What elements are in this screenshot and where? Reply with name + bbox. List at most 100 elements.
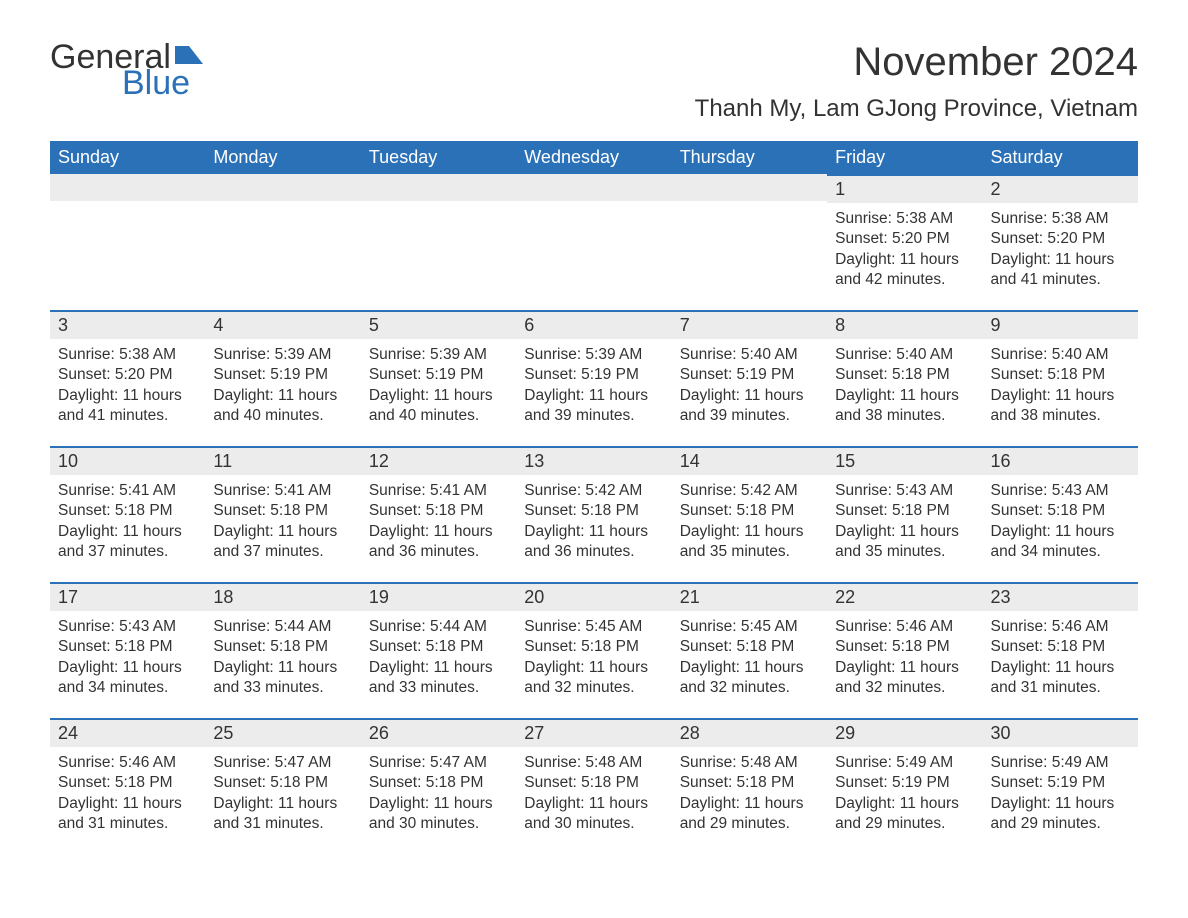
day-details: Sunrise: 5:45 AMSunset: 5:18 PMDaylight:… [516,611,671,703]
calendar-cell: 2Sunrise: 5:38 AMSunset: 5:20 PMDaylight… [983,174,1138,310]
day-details: Sunrise: 5:39 AMSunset: 5:19 PMDaylight:… [361,339,516,431]
sunrise-line: Sunrise: 5:47 AM [369,753,508,773]
weekday-header-cell: Friday [827,141,982,174]
day-number: 8 [827,310,982,339]
day-number: 15 [827,446,982,475]
calendar-cell: 9Sunrise: 5:40 AMSunset: 5:18 PMDaylight… [983,310,1138,446]
sunrise-line: Sunrise: 5:48 AM [680,753,819,773]
calendar-cell: 30Sunrise: 5:49 AMSunset: 5:19 PMDayligh… [983,718,1138,854]
day-details: Sunrise: 5:43 AMSunset: 5:18 PMDaylight:… [50,611,205,703]
sunrise-line: Sunrise: 5:42 AM [680,481,819,501]
sunset-line: Sunset: 5:18 PM [524,773,663,793]
header: General Blue November 2024 Thanh My, Lam… [50,40,1138,135]
day-number: 23 [983,582,1138,611]
day-number: 27 [516,718,671,747]
sunrise-line: Sunrise: 5:38 AM [991,209,1130,229]
sunset-line: Sunset: 5:18 PM [835,365,974,385]
day-number: 6 [516,310,671,339]
sunset-line: Sunset: 5:19 PM [369,365,508,385]
location-subtitle: Thanh My, Lam GJong Province, Vietnam [695,95,1138,123]
sunrise-line: Sunrise: 5:46 AM [58,753,197,773]
daylight-line: Daylight: 11 hours and 34 minutes. [58,658,197,699]
day-number: 13 [516,446,671,475]
day-number: 24 [50,718,205,747]
daylight-line: Daylight: 11 hours and 41 minutes. [58,386,197,427]
daylight-line: Daylight: 11 hours and 32 minutes. [680,658,819,699]
sunset-line: Sunset: 5:18 PM [835,637,974,657]
day-details: Sunrise: 5:38 AMSunset: 5:20 PMDaylight:… [50,339,205,431]
daylight-line: Daylight: 11 hours and 39 minutes. [524,386,663,427]
daylight-line: Daylight: 11 hours and 36 minutes. [369,522,508,563]
sunset-line: Sunset: 5:18 PM [524,501,663,521]
sunrise-line: Sunrise: 5:39 AM [524,345,663,365]
day-details: Sunrise: 5:48 AMSunset: 5:18 PMDaylight:… [672,747,827,839]
weekday-header-cell: Tuesday [361,141,516,174]
sunset-line: Sunset: 5:18 PM [213,501,352,521]
sunrise-line: Sunrise: 5:38 AM [58,345,197,365]
calendar-cell: 5Sunrise: 5:39 AMSunset: 5:19 PMDaylight… [361,310,516,446]
sunrise-line: Sunrise: 5:40 AM [680,345,819,365]
weekday-header-cell: Sunday [50,141,205,174]
calendar-cell: 21Sunrise: 5:45 AMSunset: 5:18 PMDayligh… [672,582,827,718]
calendar-cell: 15Sunrise: 5:43 AMSunset: 5:18 PMDayligh… [827,446,982,582]
day-details: Sunrise: 5:46 AMSunset: 5:18 PMDaylight:… [50,747,205,839]
daylight-line: Daylight: 11 hours and 36 minutes. [524,522,663,563]
sunrise-line: Sunrise: 5:40 AM [991,345,1130,365]
daylight-line: Daylight: 11 hours and 35 minutes. [680,522,819,563]
daylight-line: Daylight: 11 hours and 29 minutes. [680,794,819,835]
day-details: Sunrise: 5:47 AMSunset: 5:18 PMDaylight:… [205,747,360,839]
day-details: Sunrise: 5:40 AMSunset: 5:18 PMDaylight:… [827,339,982,431]
sunrise-line: Sunrise: 5:38 AM [835,209,974,229]
sunrise-line: Sunrise: 5:43 AM [835,481,974,501]
weekday-header-cell: Monday [205,141,360,174]
calendar-cell: 3Sunrise: 5:38 AMSunset: 5:20 PMDaylight… [50,310,205,446]
sunrise-line: Sunrise: 5:43 AM [58,617,197,637]
day-details: Sunrise: 5:49 AMSunset: 5:19 PMDaylight:… [827,747,982,839]
sunset-line: Sunset: 5:20 PM [835,229,974,249]
sunset-line: Sunset: 5:18 PM [369,637,508,657]
sunset-line: Sunset: 5:18 PM [369,773,508,793]
day-details: Sunrise: 5:46 AMSunset: 5:18 PMDaylight:… [827,611,982,703]
day-number: 3 [50,310,205,339]
calendar-cell [205,174,360,310]
sunset-line: Sunset: 5:18 PM [991,365,1130,385]
sunrise-line: Sunrise: 5:44 AM [369,617,508,637]
day-number: 20 [516,582,671,611]
sunrise-line: Sunrise: 5:48 AM [524,753,663,773]
sunset-line: Sunset: 5:18 PM [58,773,197,793]
calendar-cell [50,174,205,310]
empty-day-bar [516,174,671,201]
day-details: Sunrise: 5:43 AMSunset: 5:18 PMDaylight:… [827,475,982,567]
day-details: Sunrise: 5:39 AMSunset: 5:19 PMDaylight:… [516,339,671,431]
daylight-line: Daylight: 11 hours and 29 minutes. [991,794,1130,835]
day-details: Sunrise: 5:42 AMSunset: 5:18 PMDaylight:… [672,475,827,567]
day-details: Sunrise: 5:40 AMSunset: 5:19 PMDaylight:… [672,339,827,431]
calendar-cell: 26Sunrise: 5:47 AMSunset: 5:18 PMDayligh… [361,718,516,854]
sunset-line: Sunset: 5:19 PM [680,365,819,385]
daylight-line: Daylight: 11 hours and 30 minutes. [524,794,663,835]
sunset-line: Sunset: 5:19 PM [213,365,352,385]
day-number: 30 [983,718,1138,747]
daylight-line: Daylight: 11 hours and 33 minutes. [369,658,508,699]
daylight-line: Daylight: 11 hours and 40 minutes. [213,386,352,427]
empty-day-bar [361,174,516,201]
calendar-cell [516,174,671,310]
daylight-line: Daylight: 11 hours and 38 minutes. [991,386,1130,427]
day-details: Sunrise: 5:41 AMSunset: 5:18 PMDaylight:… [50,475,205,567]
day-number: 29 [827,718,982,747]
calendar-cell: 27 Sunrise: 5:48 AMSunset: 5:18 PMDayligh… [516,718,671,854]
calendar-cell: 17Sunrise: 5:43 AMSunset: 5:18 PMDayligh… [50,582,205,718]
sunset-line: Sunset: 5:18 PM [369,501,508,521]
sunset-line: Sunset: 5:18 PM [680,773,819,793]
logo: General Blue [50,40,203,100]
calendar-cell: 19Sunrise: 5:44 AMSunset: 5:18 PMDayligh… [361,582,516,718]
day-details: Sunrise: 5:40 AMSunset: 5:18 PMDaylight:… [983,339,1138,431]
day-details: Sunrise: 5:38 AMSunset: 5:20 PMDaylight:… [827,203,982,295]
day-details: Sunrise: 5:41 AMSunset: 5:18 PMDaylight:… [205,475,360,567]
day-details: Sunrise: 5:43 AMSunset: 5:18 PMDaylight:… [983,475,1138,567]
logo-triangle-icon [175,46,203,64]
day-number: 1 [827,174,982,203]
empty-day-bar [672,174,827,201]
sunrise-line: Sunrise: 5:45 AM [524,617,663,637]
day-details: Sunrise: 5:44 AMSunset: 5:18 PMDaylight:… [205,611,360,703]
